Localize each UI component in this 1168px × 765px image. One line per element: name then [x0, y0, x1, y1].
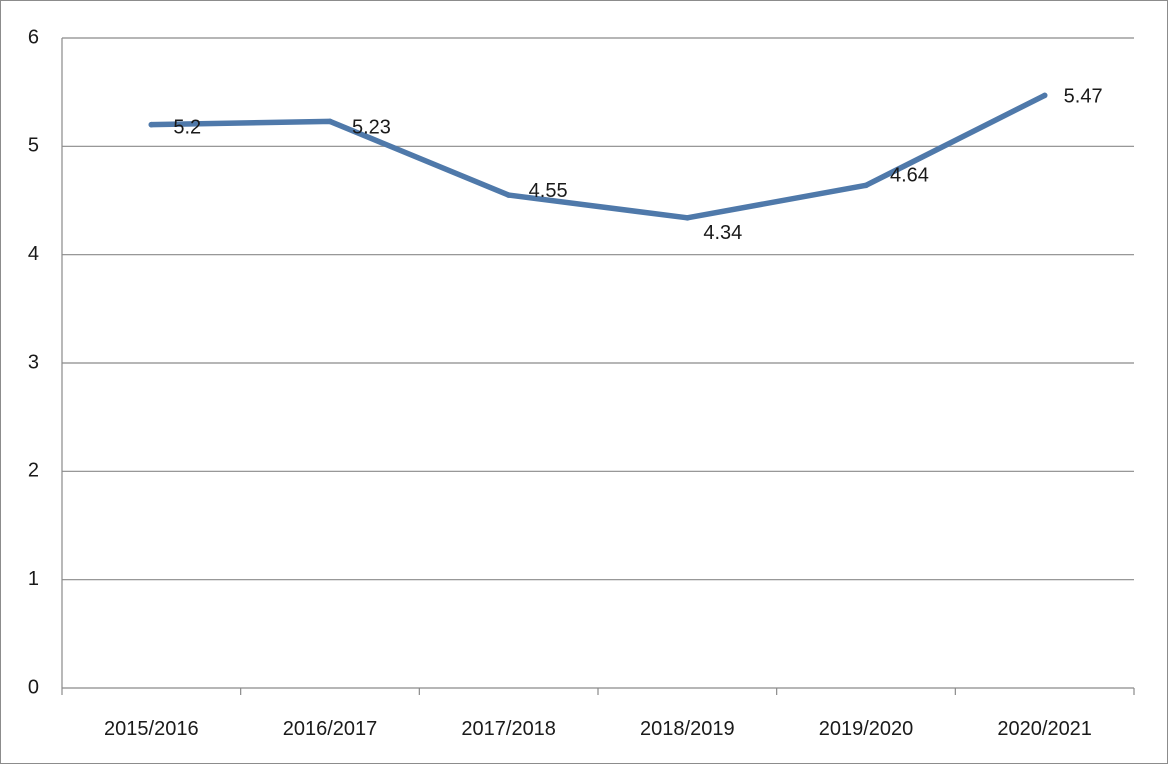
x-tick-label: 2019/2020 [819, 718, 914, 740]
x-tick-label: 2020/2021 [997, 718, 1092, 740]
x-tick-label: 2018/2019 [640, 718, 735, 740]
data-label: 4.64 [890, 164, 929, 186]
gridlines [62, 37, 1134, 581]
axes [61, 38, 1135, 695]
x-tick-label: 2015/2016 [104, 718, 199, 740]
data-label: 5.2 [173, 117, 201, 139]
data-label: 5.47 [1064, 85, 1103, 107]
data-point [863, 182, 869, 189]
y-tick-label: 5 [28, 135, 39, 157]
y-tick-label: 2 [28, 460, 39, 482]
y-tick-label: 0 [28, 676, 39, 698]
y-tick-label: 1 [28, 568, 39, 590]
data-labels: 5.2 5.23 4.55 4.34 4.64 5.47 [173, 85, 1102, 243]
x-tick-label: 2017/2018 [461, 718, 556, 740]
x-axis-tick-labels: 2015/2016 2016/2017 2017/2018 2018/2019 2019… [104, 718, 1092, 740]
data-point [1041, 92, 1048, 99]
series-layer [148, 92, 1048, 221]
data-label: 4.55 [529, 180, 568, 202]
data-label: 4.34 [703, 222, 742, 244]
x-tick-label: 2016/2017 [283, 718, 378, 740]
y-axis-tick-labels: 0 1 2 3 4 5 6 [28, 26, 39, 698]
data-point [327, 118, 333, 125]
data-point [505, 192, 512, 198]
data-point [684, 215, 691, 221]
y-tick-label: 6 [28, 26, 39, 48]
y-tick-label: 3 [28, 351, 39, 373]
data-point [148, 121, 155, 128]
y-tick-label: 4 [28, 243, 39, 265]
data-label: 5.23 [352, 116, 391, 138]
series-line [148, 92, 1048, 221]
